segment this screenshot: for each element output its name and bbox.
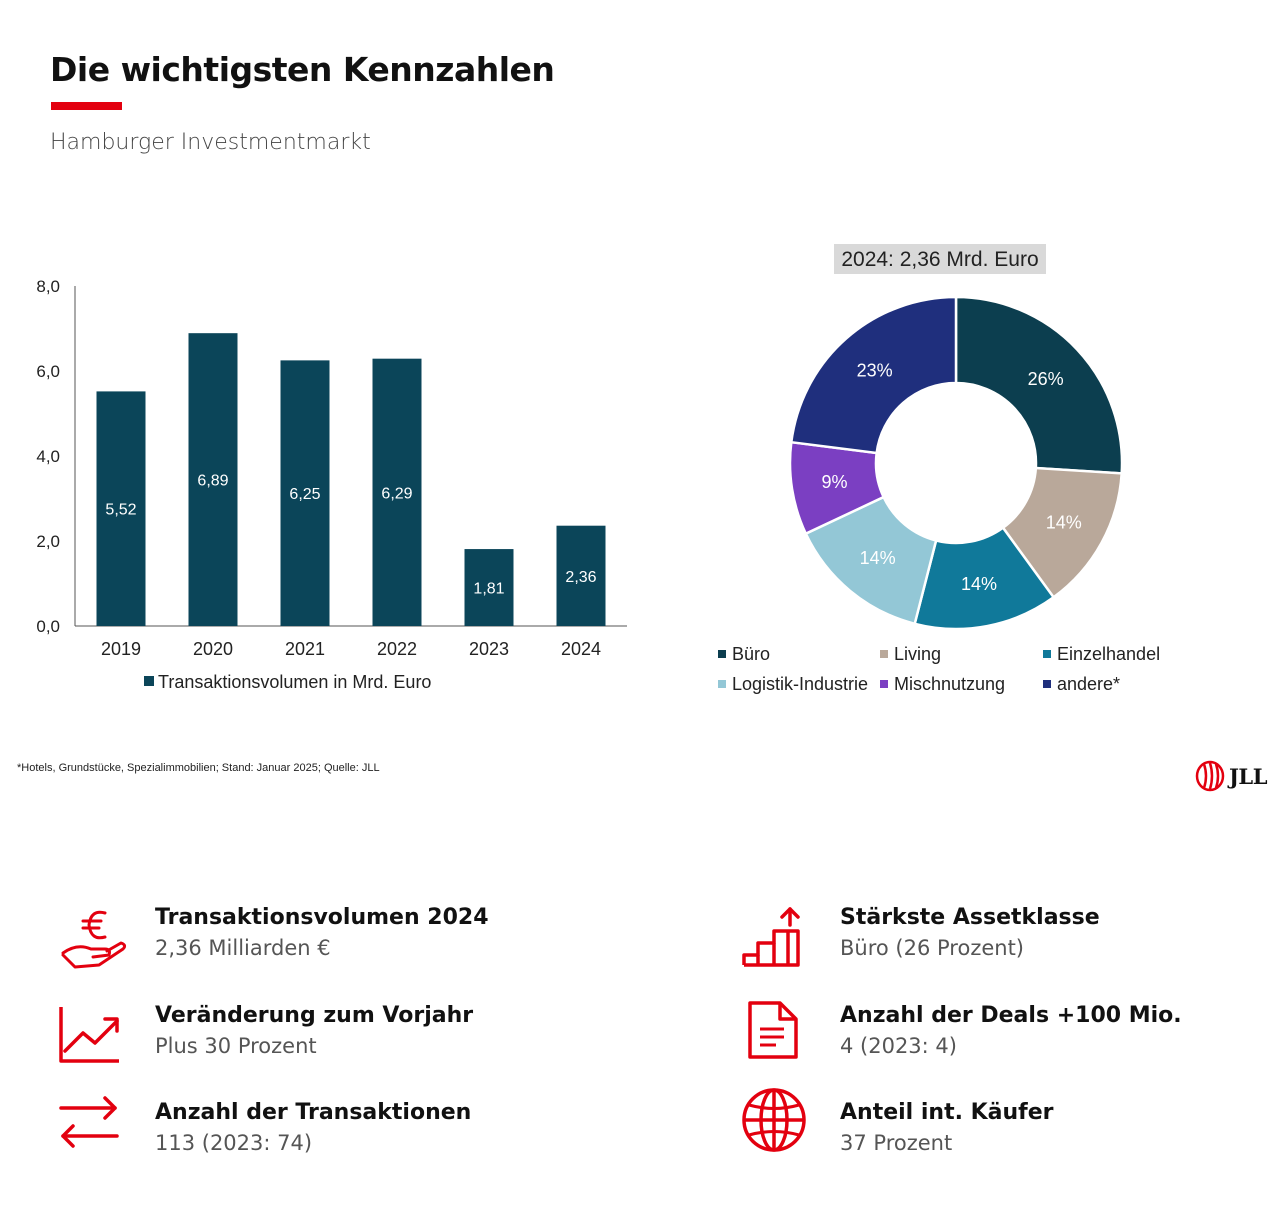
x-tick-label: 2021 (285, 639, 325, 659)
x-tick-label: 2019 (101, 639, 141, 659)
jll-logo: JLL (1195, 760, 1267, 792)
legend-swatch (880, 650, 888, 658)
kpi-title: Transaktionsvolumen 2024 (155, 905, 489, 930)
bar-data-label: 2,36 (565, 569, 596, 586)
kpi-value: 113 (2023: 74) (155, 1131, 313, 1155)
legend-label: Einzelhandel (1057, 644, 1160, 664)
legend-swatch (1043, 680, 1051, 688)
euro-hand-icon (61, 910, 127, 969)
logo-text: JLL (1229, 763, 1267, 789)
legend-label: Mischnutzung (894, 674, 1005, 694)
footnote: *Hotels, Grundstücke, Spezialimmobilien;… (17, 762, 380, 774)
y-tick-label: 6,0 (36, 362, 60, 381)
x-tick-label: 2020 (193, 639, 233, 659)
kpi-title: Veränderung zum Vorjahr (155, 1003, 474, 1028)
kpi-title: Anzahl der Deals +100 Mio. (840, 1003, 1182, 1028)
donut-title-box (834, 244, 1046, 274)
kpi-value: 4 (2023: 4) (840, 1034, 957, 1058)
kpi-value: 37 Prozent (840, 1131, 953, 1155)
legend-swatch (718, 650, 726, 658)
stairs-arrow-icon (742, 907, 800, 967)
page-subtitle: Hamburger Investmentmarkt (50, 130, 371, 155)
bar-data-label: 6,89 (197, 473, 228, 490)
kpi-value: Plus 30 Prozent (155, 1034, 317, 1058)
bar-data-label: 5,52 (105, 502, 136, 519)
y-tick-label: 4,0 (36, 447, 60, 466)
kpi-value: Büro (26 Prozent) (840, 936, 1024, 960)
bar (372, 358, 422, 626)
donut-title: 2024: 2,36 Mrd. Euro (841, 248, 1038, 271)
document-icon (748, 1001, 798, 1059)
globe-icon (742, 1088, 806, 1152)
y-tick-label: 0,0 (36, 617, 60, 636)
bar (464, 549, 514, 626)
transfer-arrows-icon (59, 1096, 119, 1148)
bar-data-label: 6,25 (289, 486, 320, 503)
donut-data-label: 14% (961, 574, 997, 594)
legend-swatch (1043, 650, 1051, 658)
donut-data-label: 26% (1028, 369, 1064, 389)
bar (556, 525, 606, 626)
kpi-title: Anteil int. Käufer (840, 1100, 1054, 1125)
title-accent-bar (51, 102, 122, 110)
donut-slice (954, 295, 1124, 475)
jll-logo-mark-icon (1195, 760, 1225, 792)
legend-label: Transaktionsvolumen in Mrd. Euro (158, 672, 431, 692)
bar (96, 391, 146, 626)
x-tick-label: 2024 (561, 639, 601, 659)
page-title: Die wichtigsten Kennzahlen (50, 50, 555, 89)
legend-label: Living (894, 644, 941, 664)
bar (188, 333, 238, 626)
kpi-title: Anzahl der Transaktionen (155, 1100, 472, 1125)
legend-label: Logistik-Industrie (732, 674, 868, 694)
y-tick-label: 2,0 (36, 532, 60, 551)
bar-data-label: 6,29 (381, 485, 412, 502)
donut-data-label: 14% (860, 548, 896, 568)
donut-data-label: 23% (857, 361, 893, 381)
trend-up-icon (59, 1007, 119, 1063)
legend-swatch (144, 676, 154, 686)
kpi-title: Stärkste Assetklasse (840, 905, 1100, 930)
kpi-value: 2,36 Milliarden € (155, 936, 331, 960)
legend-label: Büro (732, 644, 770, 664)
legend-swatch (718, 680, 726, 688)
x-tick-label: 2022 (377, 639, 417, 659)
bar-data-label: 1,81 (473, 581, 504, 598)
donut-chart: 2024: 2,36 Mrd. Euro 26% 14% 14% 14% 9% 23% Bür… (718, 244, 1160, 694)
donut-data-label: 14% (1046, 512, 1082, 532)
y-tick-label: 8,0 (36, 277, 60, 296)
legend-swatch (880, 680, 888, 688)
donut-slice (789, 295, 958, 455)
donut-data-label: 9% (822, 472, 848, 492)
bar (280, 360, 330, 626)
bar-chart: 0,0 2,0 4,0 6,0 8,0 5,52 2019 6,89 2020 6,25 2021 6… (36, 277, 627, 692)
x-tick-label: 2023 (469, 639, 509, 659)
legend-label: andere* (1057, 674, 1120, 694)
